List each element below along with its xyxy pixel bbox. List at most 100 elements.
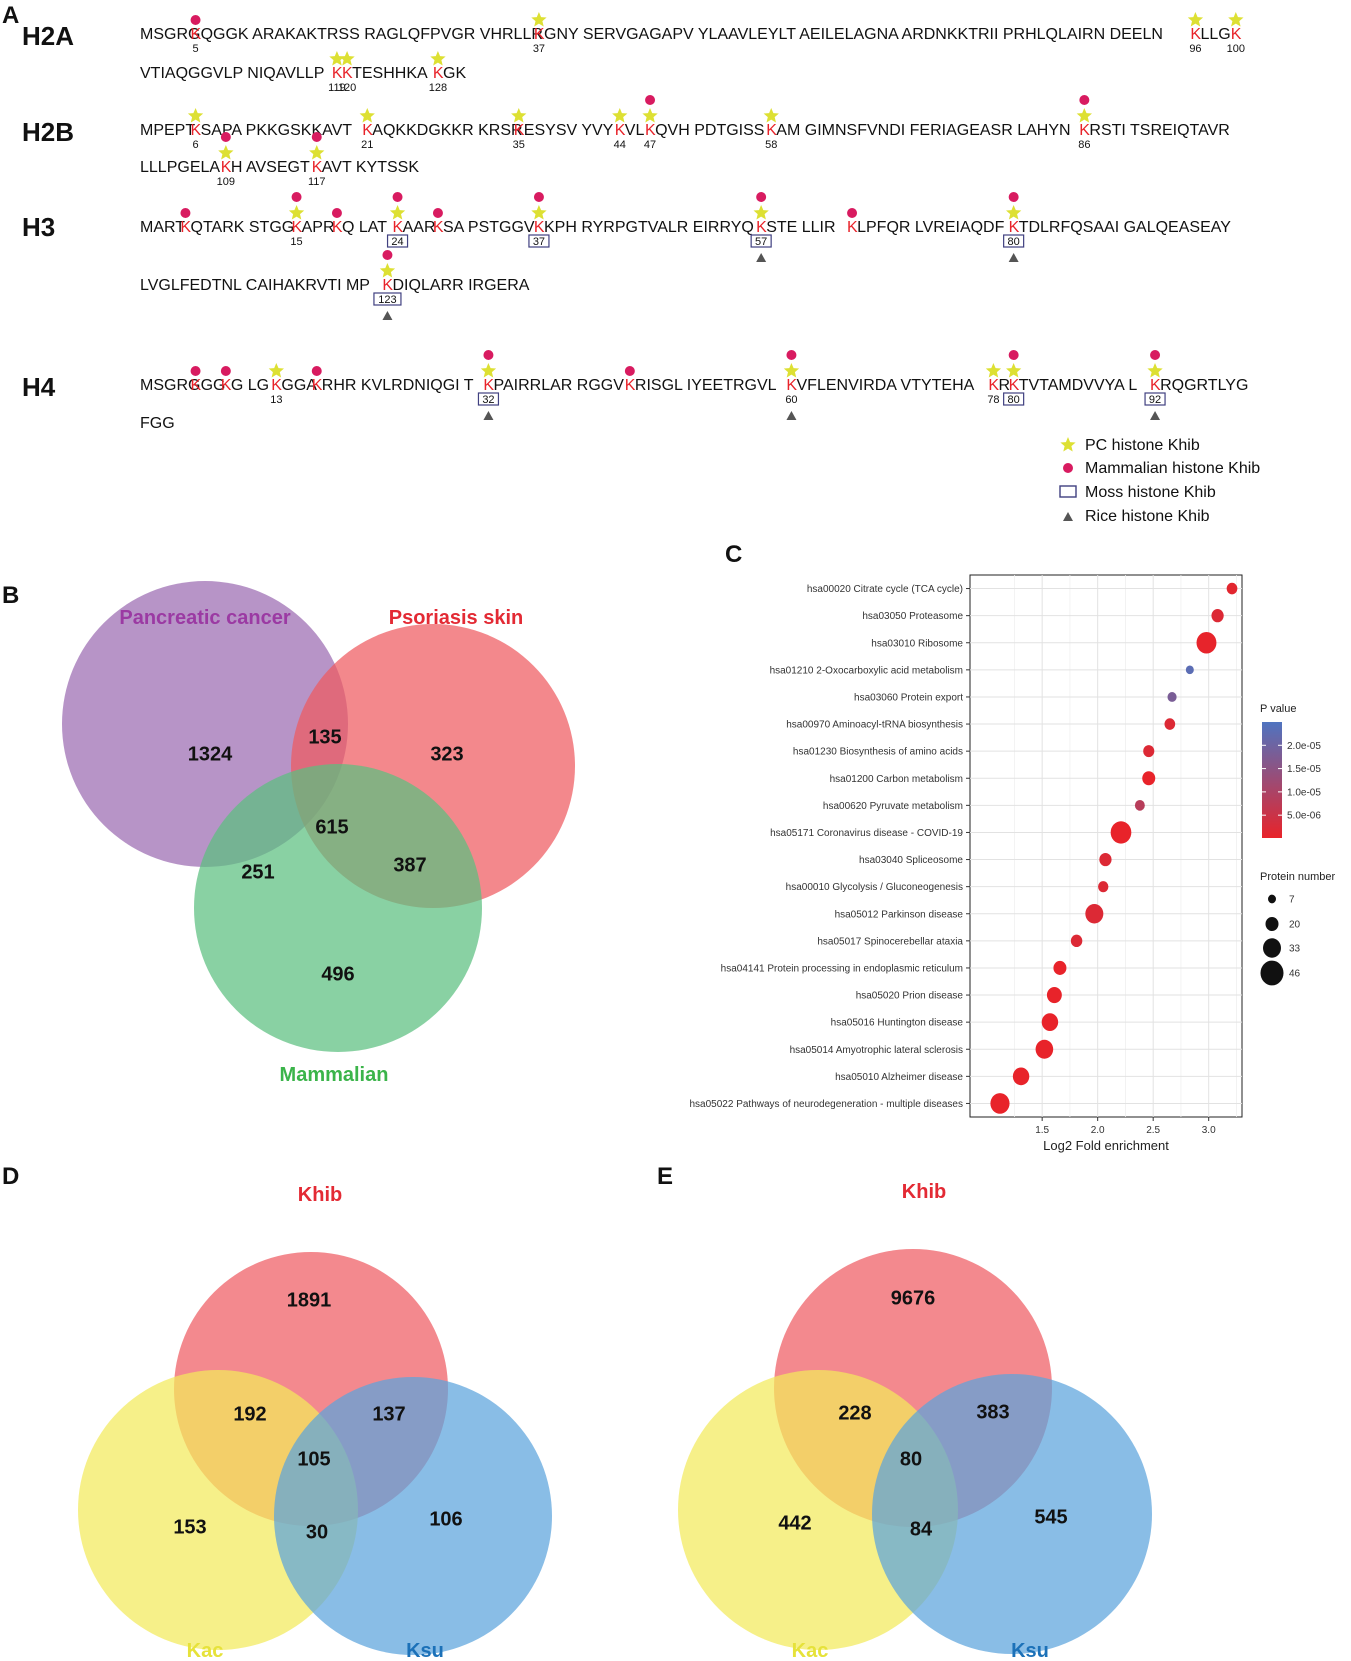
mammalian-khib-dot [483,350,494,360]
data-point [1012,1067,1030,1086]
venn-count-b: 442 [778,1512,811,1534]
sequence-text: TVTAMDVVYA L [1019,377,1138,394]
y-tick-label: hsa04141 Protein processing in endoplasm… [721,963,963,974]
venn-set-label: Mammalian [280,1064,389,1086]
mammalian-khib-dot [1079,95,1090,105]
pc-khib-star [339,51,355,66]
x-tick-label: 2.0 [1091,1125,1105,1136]
data-point [1085,904,1104,924]
lysine-site: K [393,219,404,236]
panel-c-kegg-bubble-chart: hsa00020 Citrate cycle (TCA cycle) hsa030… [689,574,1336,1153]
data-point [1143,745,1155,758]
y-tick-label: hsa03050 Proteasome [862,611,963,622]
data-point [1098,881,1109,893]
venn-count-a: 1324 [188,743,233,765]
venn-count-ab: 135 [308,726,341,748]
lysine-site: K [292,219,303,236]
lysine-site: K [645,122,656,139]
venn-set-label: Ksu [406,1640,444,1661]
lysine-site: K [534,219,545,236]
data-point [1142,771,1156,786]
sequence-text: APR [302,219,335,236]
lysine-site: K [1009,219,1020,236]
mammalian-khib-dot [311,132,322,142]
sequence-text: G LG [231,377,269,394]
lysine-site: K [483,377,494,394]
lysine-site: K [433,65,444,82]
data-point [1035,1039,1054,1059]
lysine-site: K [1231,26,1242,43]
mammalian-khib-dot [220,132,231,142]
x-tick-label: 1.5 [1035,1125,1049,1136]
panel-label-d: D [2,1163,20,1190]
panel-label-c: C [725,541,743,568]
y-tick-label: hsa05020 Prion disease [856,991,964,1002]
panel-b-venn: 1324 323 496 135 251 387 615 Pancreatic cancer P… [62,581,575,1086]
site-number: 37 [533,43,545,55]
venn-set-label: Khib [298,1184,342,1206]
legend-label: PC histone Khib [1085,437,1200,454]
lysine-site: K [332,65,343,82]
lysine-site: K [756,219,767,236]
sequence-text: VTIAQGGVLP NIQAVLLP [140,65,324,82]
site-number: 57 [755,236,767,248]
panel-label-a: A [2,2,20,29]
venn-count-c: 106 [429,1508,462,1530]
sequence-text: MSGRG [140,26,200,43]
histone-label: H4 [22,372,56,402]
site-number: 44 [614,139,626,151]
mammalian-khib-dot [291,192,302,202]
venn-count-b: 323 [430,743,463,765]
data-point [1110,821,1132,844]
legend-star-symbol [1060,437,1076,452]
moss-khib-box [750,234,772,248]
pc-khib-star [1228,12,1244,27]
sequence-text: DIQLARR IRGERA [393,277,530,294]
pc-khib-star [268,363,284,378]
rice-khib-triangle [382,311,393,320]
venn-set-label: Kac [792,1640,829,1661]
lysine-site: K [221,377,232,394]
size-legend-point [1265,916,1279,932]
y-tick-label: hsa05014 Amyotrophic lateral sclerosis [790,1045,963,1056]
lysine-site: K [433,219,444,236]
legend-p-title: P value [1260,703,1297,715]
legend-dot-symbol [1063,463,1073,473]
colorbar-tick-label: 5.0e-06 [1287,811,1321,822]
y-tick-label: hsa05022 Pathways of neurodegeneration -… [689,1099,963,1110]
sequence-text: GNY SERVGAGAPV YLAAVLEYLT AEILELAGNA ARD… [544,26,1163,43]
venn-count-abc: 615 [315,816,348,838]
lysine-site: K [312,377,323,394]
size-legend-point [1260,960,1284,986]
moss-khib-box [477,392,500,406]
venn-count-ab: 228 [838,1402,871,1424]
pc-khib-star [612,108,628,123]
venn-set-label: Pancreatic cancer [119,607,290,629]
pc-khib-star [1006,205,1022,220]
mammalian-khib-dot [533,192,544,202]
pc-khib-star [430,51,446,66]
site-number: 58 [765,139,777,151]
venn-set-label: Kac [187,1640,224,1661]
site-number: 32 [482,394,494,406]
mammalian-khib-dot [180,208,191,218]
panel-d-venn: 1891 153 106 192 137 30 105 Khib Kac Ksu [78,1184,552,1661]
venn-count-ac: 383 [976,1401,1009,1423]
sequence-text: QVH PDTGISS [655,122,764,139]
y-tick-label: hsa05010 Alzheimer disease [835,1072,963,1083]
pc-khib-star [1076,108,1092,123]
mammalian-khib-dot [1150,350,1161,360]
legend-triangle-symbol [1063,512,1073,521]
sequence-text: RHR KVLRDNIQGI T [322,377,474,394]
pc-khib-star [359,108,375,123]
site-number: 123 [378,294,396,306]
lysine-site: K [1150,377,1161,394]
sequence-text: RQGRTLYG [1160,377,1248,394]
pc-khib-star [329,51,345,66]
y-tick-label: hsa05171 Coronavirus disease - COVID-19 [770,828,963,839]
y-tick-label: hsa05017 Spinocerebellar ataxia [817,936,963,947]
data-point [1041,1013,1059,1032]
legend-box-symbol [1059,485,1077,498]
